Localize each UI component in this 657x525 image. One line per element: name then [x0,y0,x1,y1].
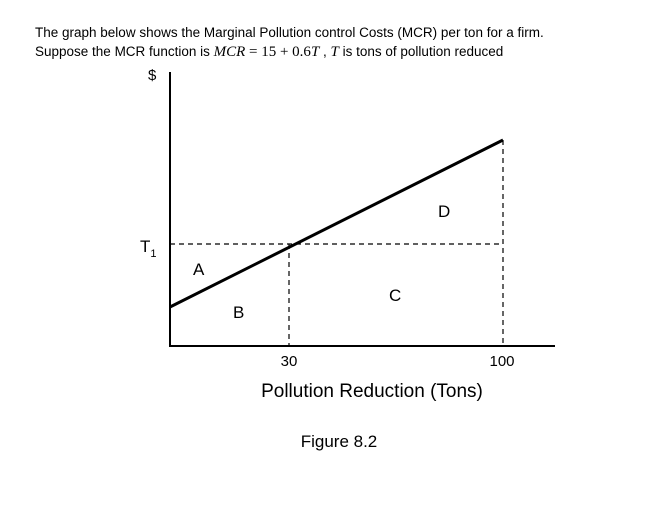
region-d-label: D [438,202,450,221]
question-line-1: The graph below shows the Marginal Pollu… [35,25,544,40]
region-a-label: A [193,260,205,279]
x-axis-label: Pollution Reduction (Tons) [261,381,483,402]
t-variable: T [330,44,339,60]
question-line-2: Suppose the MCR function is MCR = 15 + 0… [35,42,645,62]
question-line-2-prefix: Suppose the MCR function is [35,44,214,59]
x-tick-100: 100 [489,353,514,370]
mcr-line [169,138,504,309]
question-line-2-suffix: is tons of pollution reduced [338,44,504,59]
question-line-2-sep: , [319,44,331,59]
figure-caption: Figure 8.2 [301,432,378,451]
mcr-formula-eq: = 15 + 0.6 [245,44,311,60]
region-b-label: B [233,303,244,322]
mcr-formula: MCR = 15 + 0.6T [214,44,320,60]
question-text: The graph below shows the Marginal Pollu… [35,23,645,62]
t1-label: T1 [140,237,157,260]
mcr-formula-var: T [310,44,320,60]
x-tick-30: 30 [281,353,298,370]
region-c-label: C [389,286,401,305]
y-axis-label: $ [148,67,157,84]
mcr-formula-lhs: MCR [213,44,246,60]
